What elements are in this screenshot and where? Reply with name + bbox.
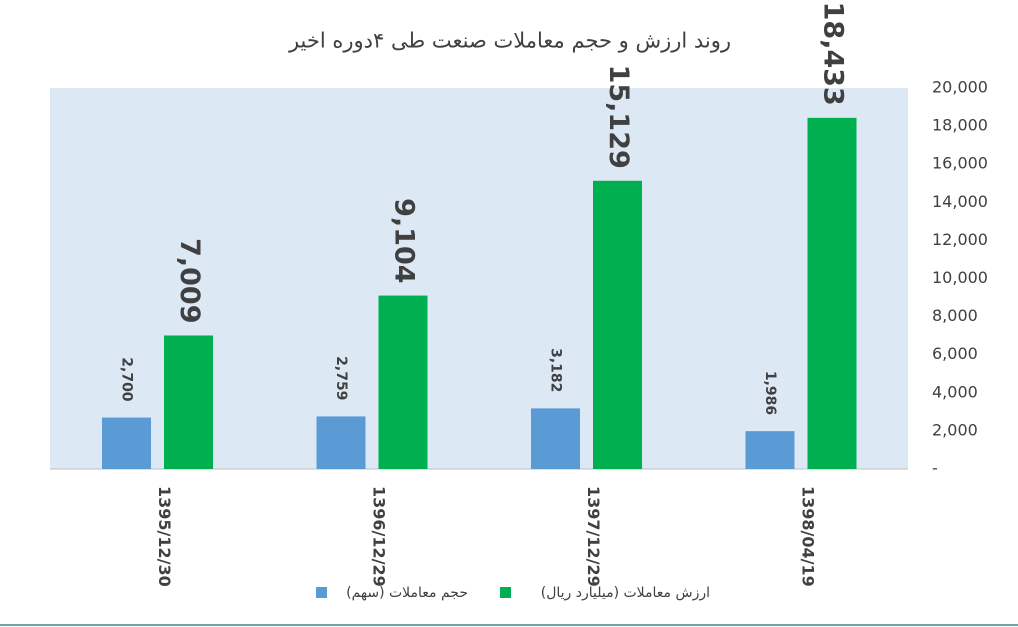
bar xyxy=(316,416,366,469)
x-tick-label: 1395/12/30 xyxy=(155,486,174,587)
value-label: 18,433 xyxy=(818,2,849,106)
x-tick-label: 1396/12/29 xyxy=(369,486,388,587)
legend-swatch xyxy=(500,587,511,598)
bar xyxy=(745,431,795,469)
y-tick-label: 2,000 xyxy=(932,420,978,439)
value-label: 15,129 xyxy=(603,65,634,169)
legend-label: حجم معاملات (سهم) xyxy=(346,585,468,601)
y-tick-label: 14,000 xyxy=(932,192,988,211)
chart-title: روند ارزش و حجم معاملات صنعت طی ۴دوره اخ… xyxy=(288,29,731,54)
value-label: 2,759 xyxy=(333,356,349,400)
x-tick-label: 1398/04/19 xyxy=(798,486,817,587)
bar xyxy=(164,335,213,469)
y-tick-label: 6,000 xyxy=(932,344,978,363)
bar xyxy=(531,408,580,469)
value-label: 7,009 xyxy=(174,238,205,323)
bar xyxy=(593,180,642,470)
value-label: 9,104 xyxy=(389,198,420,283)
y-tick-label: 20,000 xyxy=(932,78,988,97)
legend-swatch xyxy=(316,587,327,598)
y-tick-label: 10,000 xyxy=(932,268,988,287)
y-tick-label: 4,000 xyxy=(932,382,978,401)
bar xyxy=(378,295,428,469)
legend-label: ارزش معاملات (میلیارد ریال) xyxy=(541,585,710,601)
y-tick-label: - xyxy=(932,459,938,478)
y-tick-label: 8,000 xyxy=(932,306,978,325)
value-label: 3,182 xyxy=(548,348,564,392)
x-tick-label: 1397/12/29 xyxy=(584,486,603,587)
y-tick-label: 12,000 xyxy=(932,230,988,249)
value-label: 1,986 xyxy=(762,371,778,415)
bar xyxy=(807,117,857,469)
bar xyxy=(102,417,151,469)
y-tick-label: 18,000 xyxy=(932,116,988,135)
y-tick-label: 16,000 xyxy=(932,154,988,173)
value-label: 2,700 xyxy=(119,357,135,402)
